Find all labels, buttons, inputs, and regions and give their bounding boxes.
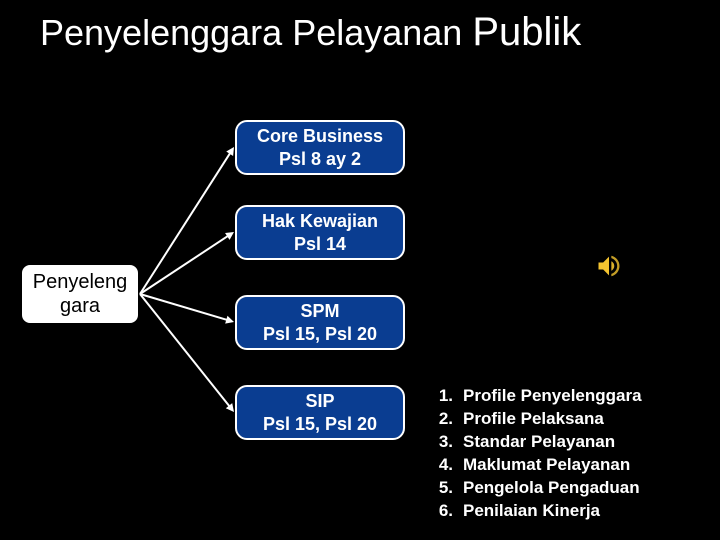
source-line1: Penyeleng (33, 270, 128, 294)
target-node-core-business: Core Business Psl 8 ay 2 (235, 120, 405, 175)
list-item: 5. Pengelola Pengaduan (435, 477, 642, 500)
title-emph: Publik (472, 10, 581, 54)
target-line2: Psl 15, Psl 20 (263, 413, 377, 436)
profile-list: 1. Profile Penyelenggara 2. Profile Pelaksa… (435, 385, 642, 523)
list-label: Maklumat Pelayanan (463, 454, 630, 477)
speaker-icon (595, 252, 623, 285)
list-label: Standar Pelayanan (463, 431, 615, 454)
list-number: 6. (435, 500, 453, 523)
list-number: 5. (435, 477, 453, 500)
target-line1: SPM (300, 300, 339, 323)
source-line2: gara (60, 294, 100, 318)
list-item: 3. Standar Pelayanan (435, 431, 642, 454)
target-line1: Core Business (257, 125, 383, 148)
title-main: Penyelenggara Pelayanan (40, 12, 462, 53)
target-node-hak-kewajian: Hak Kewajian Psl 14 (235, 205, 405, 260)
target-line2: Psl 14 (294, 233, 346, 256)
list-item: 2. Profile Pelaksana (435, 408, 642, 431)
target-node-sip: SIP Psl 15, Psl 20 (235, 385, 405, 440)
target-node-spm: SPM Psl 15, Psl 20 (235, 295, 405, 350)
list-number: 3. (435, 431, 453, 454)
slide-title: Penyelenggara Pelayanan Publik (40, 10, 700, 55)
list-label: Penilaian Kinerja (463, 500, 600, 523)
target-line2: Psl 8 ay 2 (279, 148, 361, 171)
source-node: Penyeleng gara (20, 263, 140, 325)
list-label: Profile Penyelenggara (463, 385, 642, 408)
list-number: 2. (435, 408, 453, 431)
list-number: 4. (435, 454, 453, 477)
list-label: Pengelola Pengaduan (463, 477, 640, 500)
list-label: Profile Pelaksana (463, 408, 604, 431)
list-number: 1. (435, 385, 453, 408)
target-line1: Hak Kewajian (262, 210, 378, 233)
list-item: 6. Penilaian Kinerja (435, 500, 642, 523)
target-line2: Psl 15, Psl 20 (263, 323, 377, 346)
list-item: 4. Maklumat Pelayanan (435, 454, 642, 477)
list-item: 1. Profile Penyelenggara (435, 385, 642, 408)
target-line1: SIP (305, 390, 334, 413)
